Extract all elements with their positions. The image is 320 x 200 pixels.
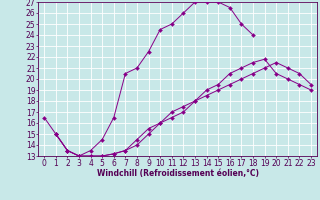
X-axis label: Windchill (Refroidissement éolien,°C): Windchill (Refroidissement éolien,°C) bbox=[97, 169, 259, 178]
